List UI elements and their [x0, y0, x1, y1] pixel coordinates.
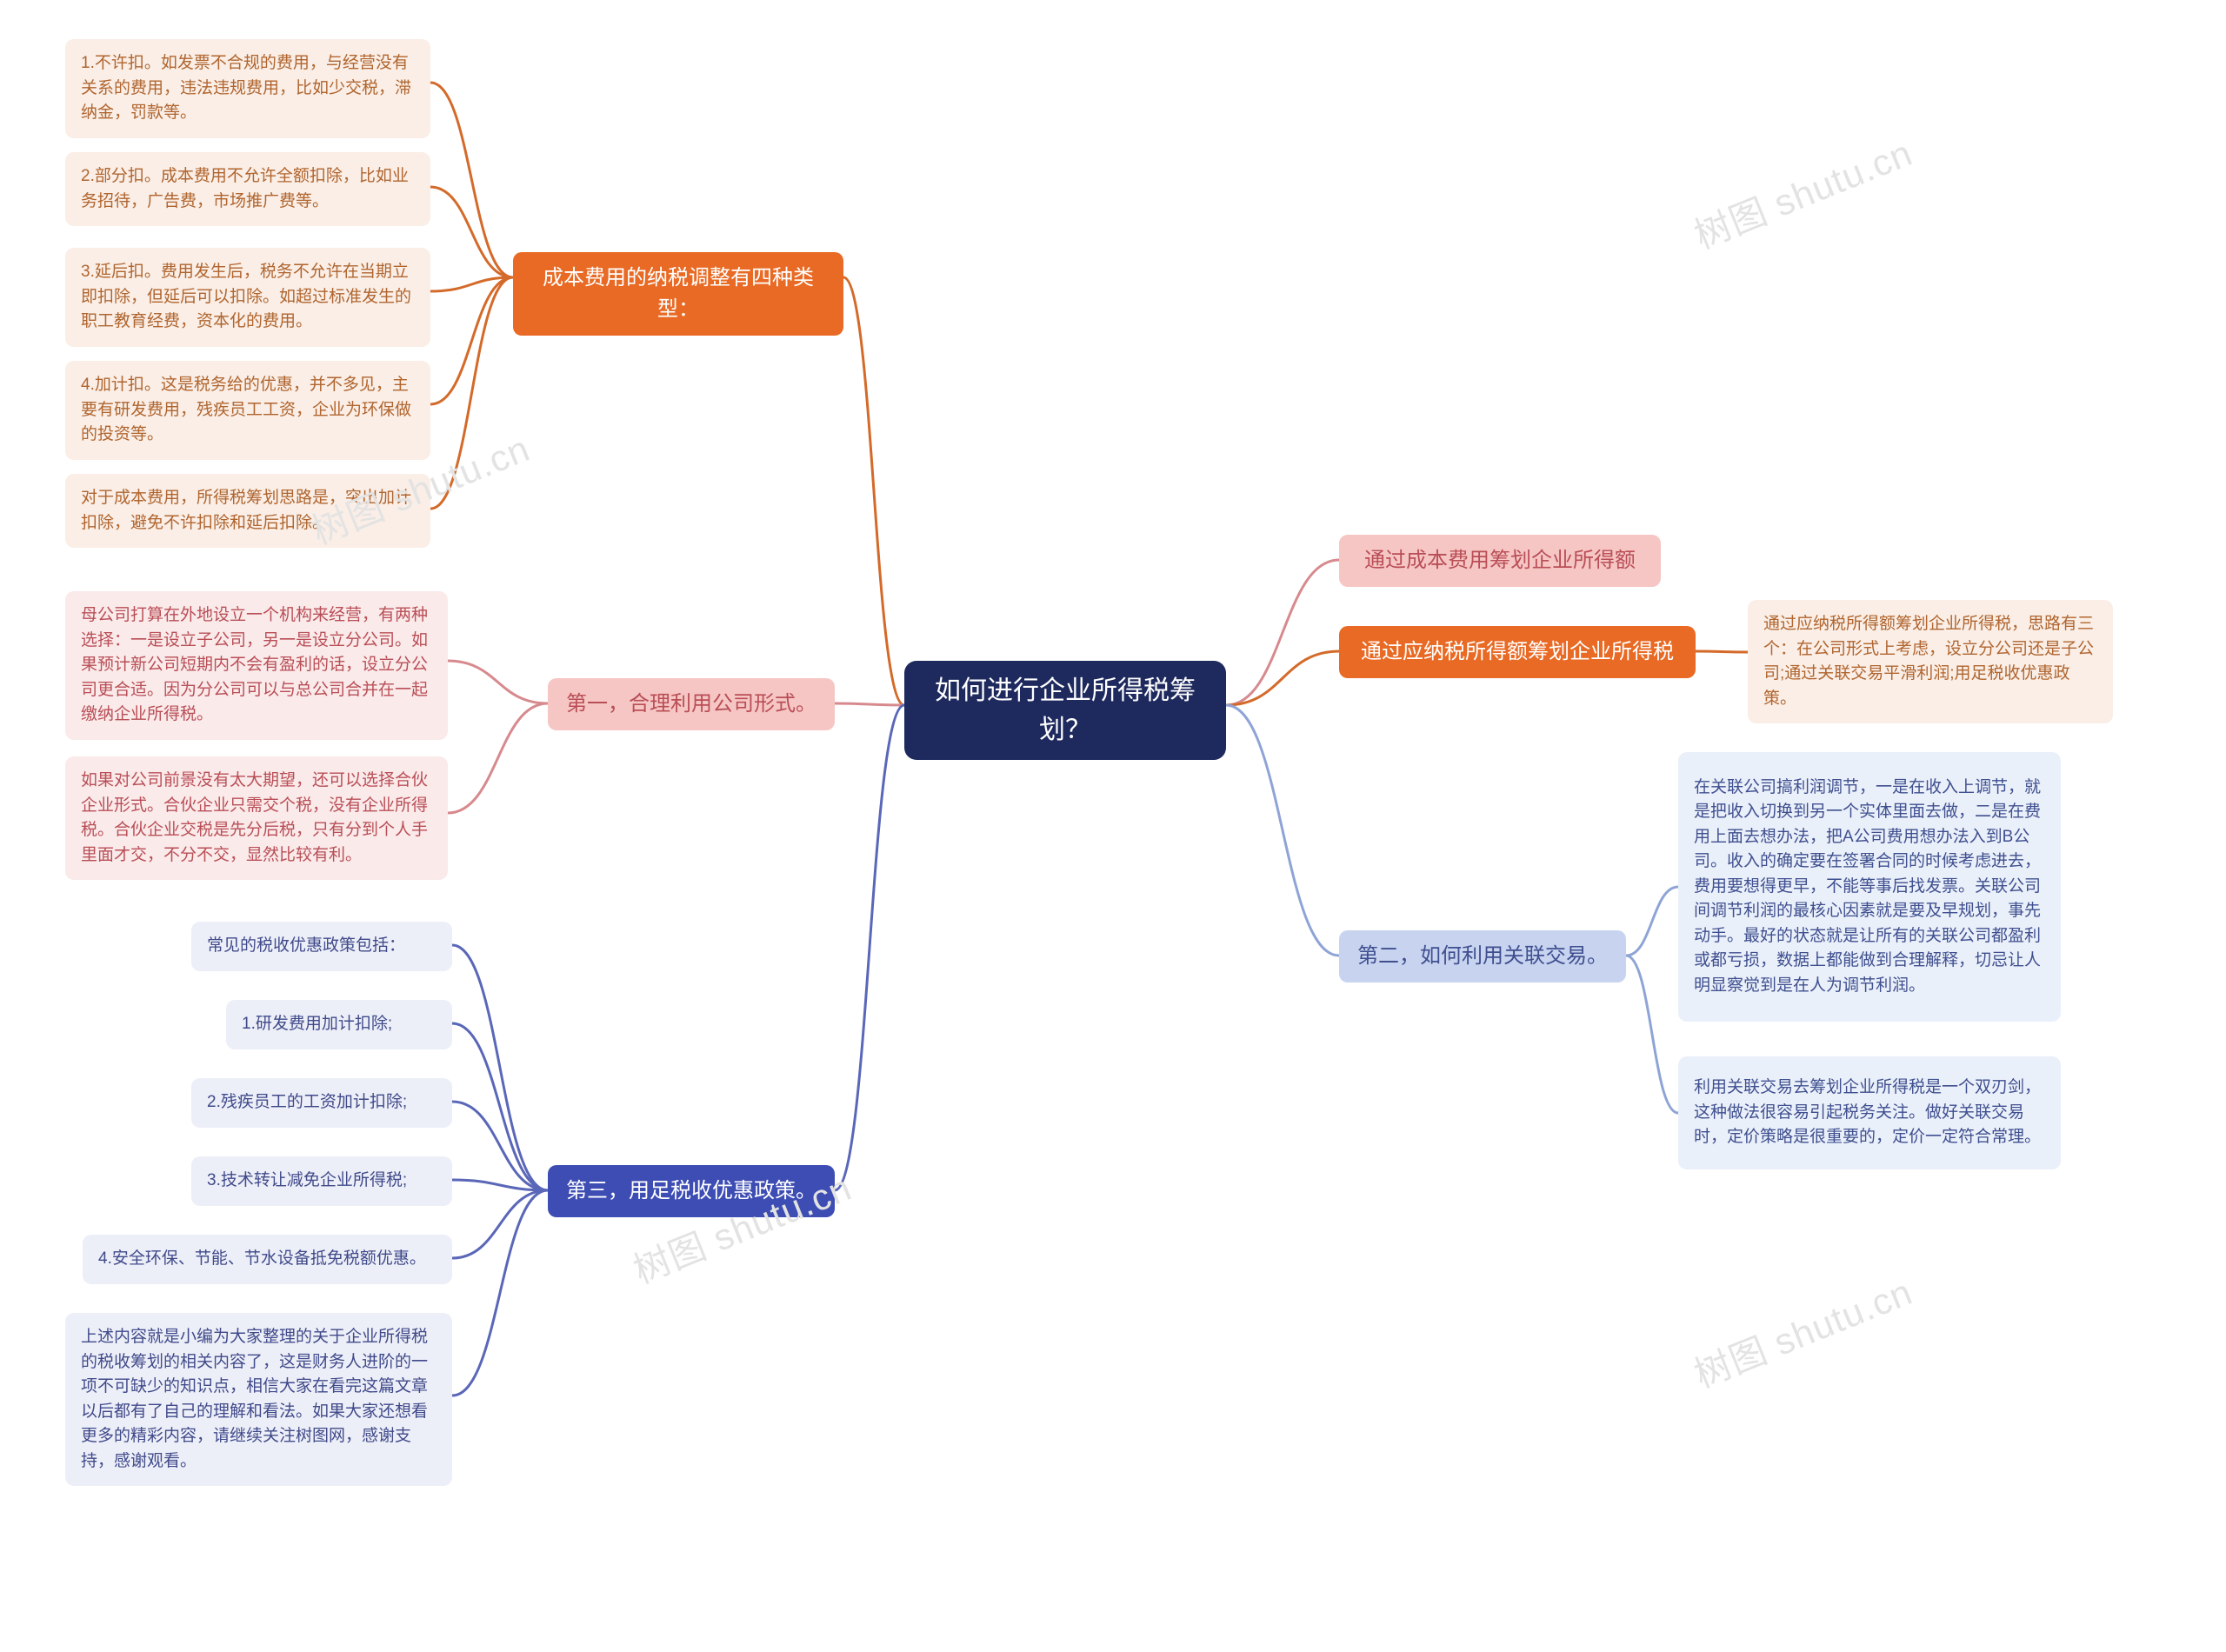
node-r3b: 利用关联交易去筹划企业所得税是一个双刃剑，这种做法很容易引起税务关注。做好关联交…: [1678, 1056, 2061, 1169]
node-text: 4.加计扣。这是税务给的优惠，并不多见，主要有研发费用，残疾员工工资，企业为环保…: [65, 361, 430, 460]
node-l3b: 1.研发费用加计扣除;: [226, 1000, 452, 1049]
node-l3d: 3.技术转让减免企业所得税;: [191, 1156, 452, 1206]
node-text: 通过应纳税所得额筹划企业所得税: [1339, 626, 1696, 678]
connector: [835, 703, 904, 705]
connector: [430, 277, 513, 509]
connector: [448, 703, 548, 813]
connector: [430, 187, 513, 277]
node-text: 上述内容就是小编为大家整理的关于企业所得税的税收筹划的相关内容了，这是财务人进阶…: [65, 1313, 452, 1486]
connector: [835, 705, 904, 1190]
node-text: 第二，如何利用关联交易。: [1339, 930, 1626, 983]
node-text: 母公司打算在外地设立一个机构来经营，有两种选择：一是设立子公司，另一是设立分公司…: [65, 591, 448, 740]
node-text: 成本费用的纳税调整有四种类型：: [513, 252, 843, 336]
connector: [452, 945, 548, 1190]
node-r3: 第二，如何利用关联交易。: [1339, 930, 1626, 983]
node-text: 通过应纳税所得额筹划企业所得税，思路有三个：在公司形式上考虑，设立分公司还是子公…: [1748, 600, 2113, 723]
node-text: 1.研发费用加计扣除;: [226, 1000, 452, 1049]
node-text: 2.残疾员工的工资加计扣除;: [191, 1078, 452, 1128]
connector: [1696, 651, 1748, 652]
node-text: 对于成本费用，所得税筹划思路是，突出加计扣除，避免不许扣除和延后扣除。: [65, 474, 430, 548]
node-text: 如何进行企业所得税筹划？: [904, 661, 1226, 760]
connector: [448, 661, 548, 703]
connector: [1226, 651, 1339, 705]
connector: [452, 1023, 548, 1190]
node-l1e: 对于成本费用，所得税筹划思路是，突出加计扣除，避免不许扣除和延后扣除。: [65, 474, 430, 548]
connector: [430, 83, 513, 277]
node-text: 在关联公司搞利润调节，一是在收入上调节，就是把收入切换到另一个实体里面去做，二是…: [1678, 763, 2061, 1011]
node-text: 通过成本费用筹划企业所得额: [1339, 535, 1661, 587]
connector: [1626, 956, 1678, 1113]
node-l1a: 1.不许扣。如发票不合规的费用，与经营没有关系的费用，违法违规费用，比如少交税，…: [65, 39, 430, 138]
node-text: 利用关联交易去筹划企业所得税是一个双刃剑，这种做法很容易引起税务关注。做好关联交…: [1678, 1063, 2061, 1162]
connector: [1226, 560, 1339, 705]
node-l1c: 3.延后扣。费用发生后，税务不允许在当期立即扣除，但延后可以扣除。如超过标准发生…: [65, 248, 430, 347]
mindmap-canvas: 如何进行企业所得税筹划？通过成本费用筹划企业所得额通过应纳税所得额筹划企业所得税…: [0, 0, 2226, 1652]
node-text: 常见的税收优惠政策包括：: [191, 922, 452, 971]
connector: [843, 277, 904, 705]
node-l2: 第一，合理利用公司形式。: [548, 678, 835, 730]
node-text: 3.技术转让减免企业所得税;: [191, 1156, 452, 1206]
connector: [452, 1190, 548, 1258]
node-r2: 通过应纳税所得额筹划企业所得税: [1339, 626, 1696, 678]
node-l3f: 上述内容就是小编为大家整理的关于企业所得税的税收筹划的相关内容了，这是财务人进阶…: [65, 1313, 452, 1486]
node-l2b: 如果对公司前景没有太大期望，还可以选择合伙企业形式。合伙企业只需交个税，没有企业…: [65, 756, 448, 880]
node-l2a: 母公司打算在外地设立一个机构来经营，有两种选择：一是设立子公司，另一是设立分公司…: [65, 591, 448, 740]
node-text: 1.不许扣。如发票不合规的费用，与经营没有关系的费用，违法违规费用，比如少交税，…: [65, 39, 430, 138]
connector: [430, 277, 513, 404]
node-l1b: 2.部分扣。成本费用不允许全额扣除，比如业务招待，广告费，市场推广费等。: [65, 152, 430, 226]
connector: [452, 1102, 548, 1190]
node-text: 如果对公司前景没有太大期望，还可以选择合伙企业形式。合伙企业只需交个税，没有企业…: [65, 756, 448, 880]
connector: [1226, 705, 1339, 956]
node-text: 4.安全环保、节能、节水设备抵免税额优惠。: [83, 1235, 452, 1284]
node-text: 第一，合理利用公司形式。: [548, 678, 835, 730]
node-r1: 通过成本费用筹划企业所得额: [1339, 535, 1661, 587]
node-l3e: 4.安全环保、节能、节水设备抵免税额优惠。: [83, 1235, 452, 1284]
node-r2a: 通过应纳税所得额筹划企业所得税，思路有三个：在公司形式上考虑，设立分公司还是子公…: [1748, 600, 2113, 723]
watermark: 树图 shutu.cn: [1685, 1263, 1919, 1399]
node-l3a: 常见的税收优惠政策包括：: [191, 922, 452, 971]
node-l1: 成本费用的纳税调整有四种类型：: [513, 252, 843, 336]
node-l1d: 4.加计扣。这是税务给的优惠，并不多见，主要有研发费用，残疾员工工资，企业为环保…: [65, 361, 430, 460]
node-r3a: 在关联公司搞利润调节，一是在收入上调节，就是把收入切换到另一个实体里面去做，二是…: [1678, 752, 2061, 1022]
node-l3c: 2.残疾员工的工资加计扣除;: [191, 1078, 452, 1128]
node-root: 如何进行企业所得税筹划？: [904, 661, 1226, 760]
node-text: 第三，用足税收优惠政策。: [548, 1165, 835, 1217]
connector: [1626, 887, 1678, 956]
watermark: 树图 shutu.cn: [1685, 124, 1919, 260]
connector: [452, 1190, 548, 1396]
connector: [430, 277, 513, 291]
node-l3: 第三，用足税收优惠政策。: [548, 1165, 835, 1217]
node-text: 3.延后扣。费用发生后，税务不允许在当期立即扣除，但延后可以扣除。如超过标准发生…: [65, 248, 430, 347]
connector: [452, 1180, 548, 1190]
node-text: 2.部分扣。成本费用不允许全额扣除，比如业务招待，广告费，市场推广费等。: [65, 152, 430, 226]
